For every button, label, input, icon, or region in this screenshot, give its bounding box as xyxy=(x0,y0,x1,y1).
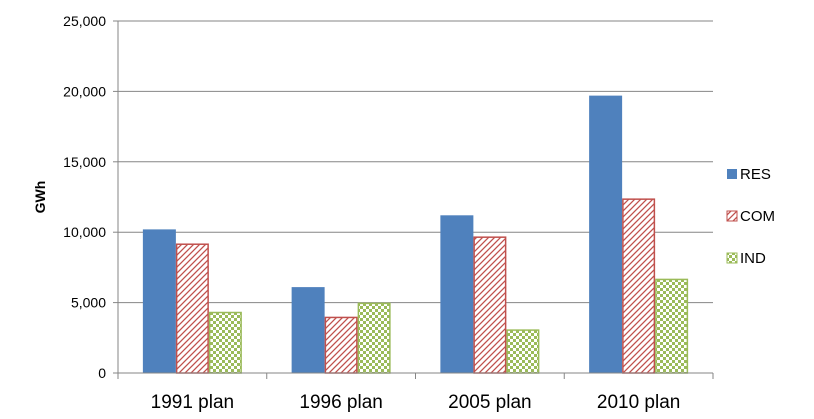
legend-label-ind: IND xyxy=(740,250,766,267)
y-tick-label: 25,000 xyxy=(63,13,106,29)
bar-com-3 xyxy=(622,198,656,374)
axes: 0 5,000 10,000 15,000 20,000 25,000 GWh 1991 pl… xyxy=(32,13,714,413)
y-tick-label: 10,000 xyxy=(63,224,106,240)
x-tick-label: 1996 plan xyxy=(299,392,382,413)
y-tick-label: 0 xyxy=(98,365,106,381)
bar-ind-1 xyxy=(357,302,391,374)
bar-res-0 xyxy=(142,229,176,373)
bar-ind-3 xyxy=(655,278,689,374)
x-tick-label: 2010 plan xyxy=(597,392,680,413)
bar-res-1 xyxy=(291,287,325,373)
legend: RES COM IND xyxy=(726,166,775,267)
y-tick-label: 5,000 xyxy=(71,295,106,311)
bar-res-3 xyxy=(589,95,623,374)
bar-ind-0 xyxy=(208,311,242,374)
x-tick-label: 1991 plan xyxy=(151,392,234,413)
bar-com-1 xyxy=(324,316,358,374)
bar-com-0 xyxy=(175,243,209,374)
bar-res-2 xyxy=(440,215,474,373)
legend-swatch-res xyxy=(727,169,737,179)
y-tick-label: 20,000 xyxy=(63,83,106,99)
legend-swatch-com xyxy=(726,210,738,222)
y-tick-label: 15,000 xyxy=(63,154,106,170)
bar-ind-2 xyxy=(506,329,540,374)
legend-label-com: COM xyxy=(740,208,775,225)
x-tick-label: 2005 plan xyxy=(448,392,531,413)
bars xyxy=(142,95,689,374)
y-axis-label: GWh xyxy=(32,181,48,214)
bar-com-2 xyxy=(473,236,507,374)
legend-swatch-ind xyxy=(726,252,738,264)
legend-label-res: RES xyxy=(740,166,771,183)
